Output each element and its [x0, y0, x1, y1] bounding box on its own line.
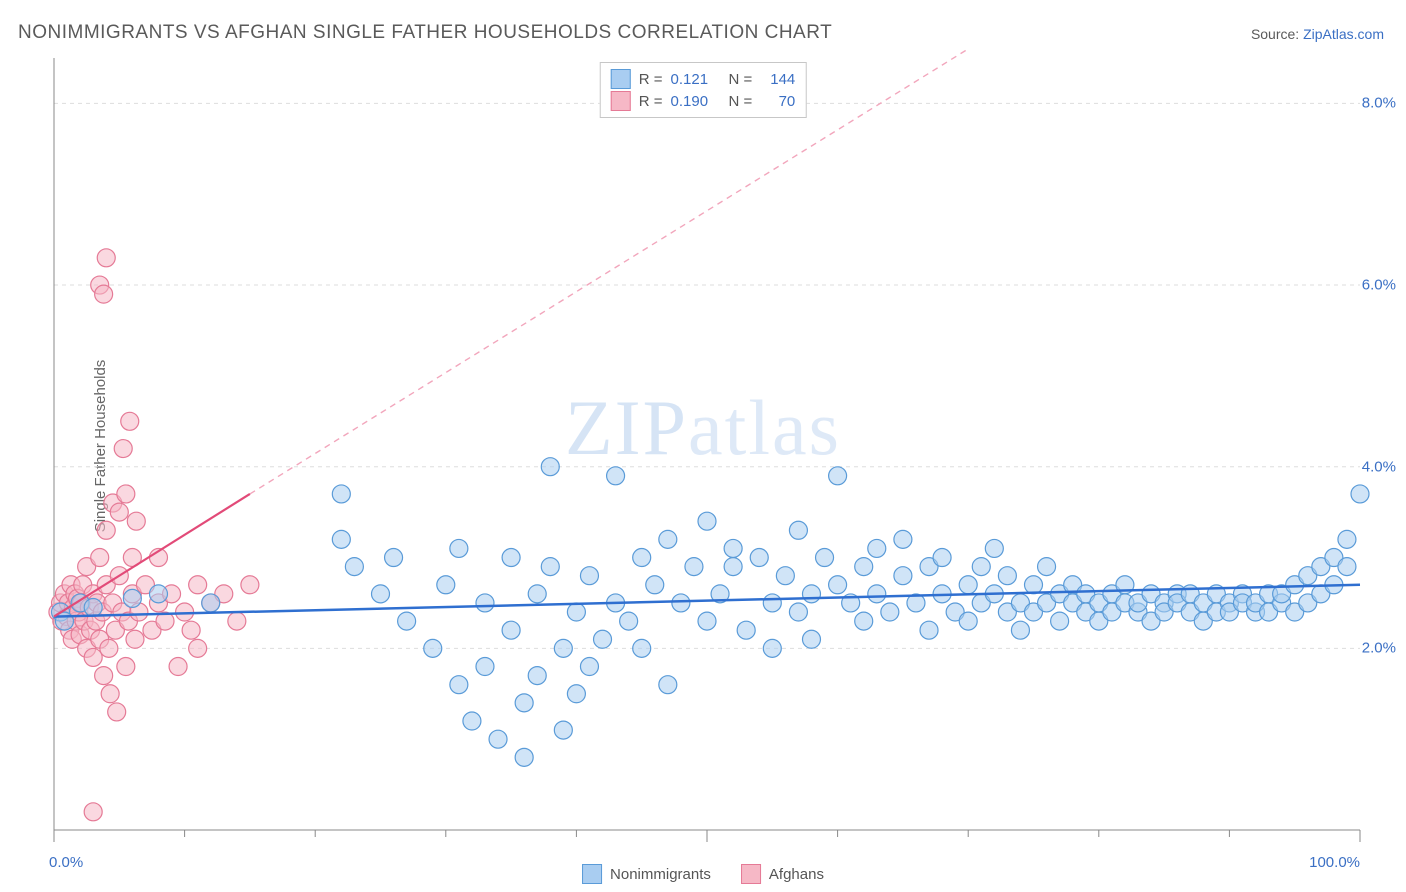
n-label: N =	[729, 93, 753, 110]
legend-swatch-icon	[611, 91, 631, 111]
correlation-legend: R = 0.121 N = 144 R = 0.190 N = 70	[600, 62, 807, 118]
scatter-plot	[0, 0, 1406, 892]
r-label: R =	[639, 71, 663, 88]
n-value: 70	[760, 93, 795, 110]
n-label: N =	[729, 71, 753, 88]
n-value: 144	[760, 71, 795, 88]
r-value: 0.121	[671, 71, 721, 88]
legend-swatch-icon	[611, 69, 631, 89]
correlation-row-1: R = 0.190 N = 70	[611, 91, 796, 111]
r-value: 0.190	[671, 93, 721, 110]
r-label: R =	[639, 93, 663, 110]
correlation-row-0: R = 0.121 N = 144	[611, 69, 796, 89]
